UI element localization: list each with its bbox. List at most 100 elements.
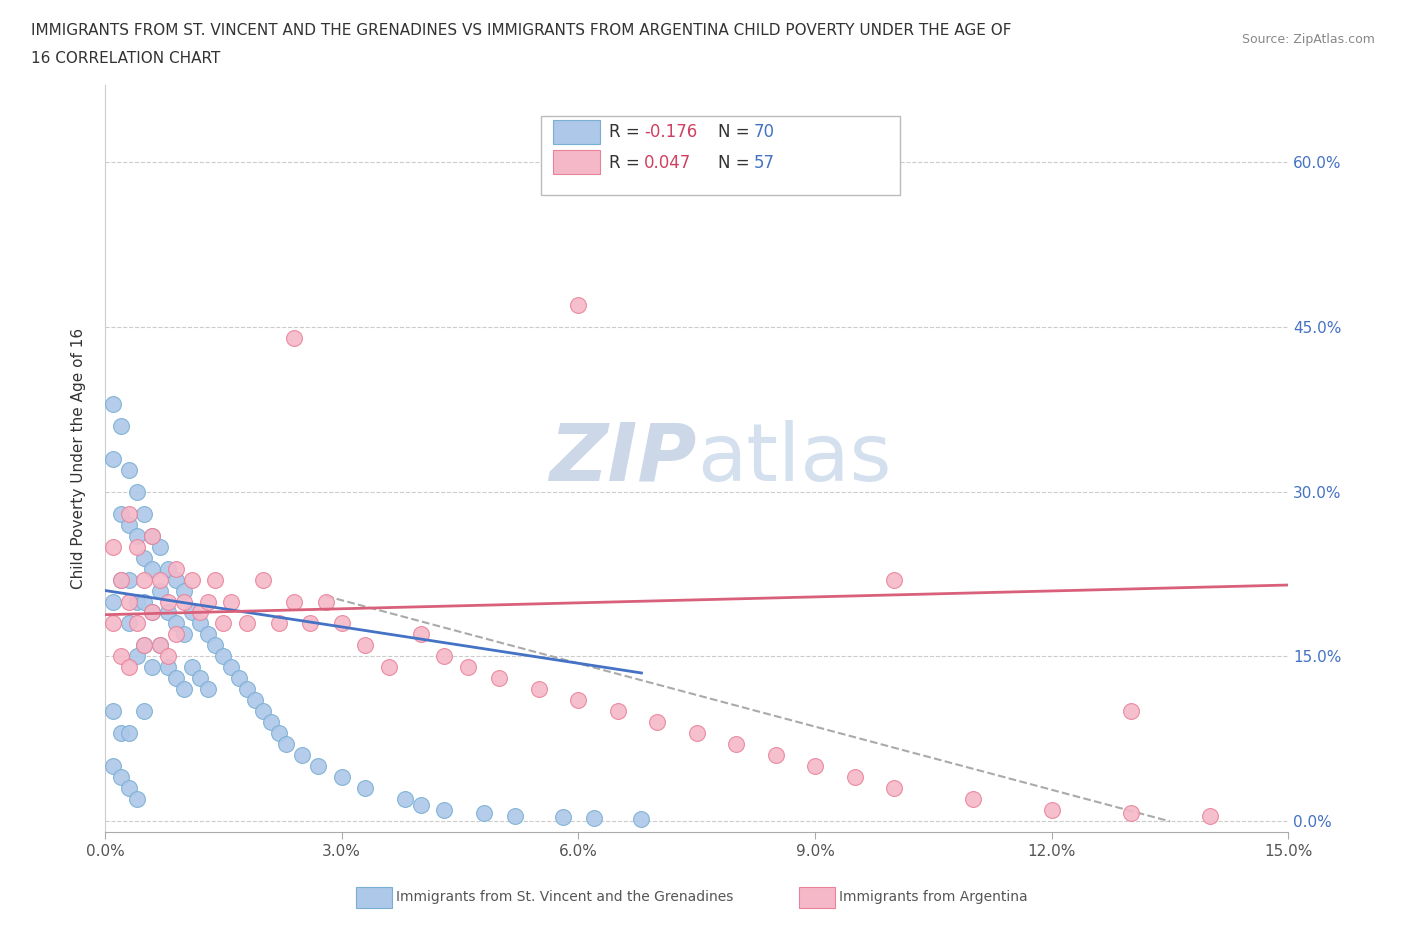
Point	[149, 638, 172, 653]
Point	[488, 671, 510, 686]
Point	[962, 792, 984, 807]
Text: Immigrants from St. Vincent and the Grenadines: Immigrants from St. Vincent and the Gren…	[396, 890, 734, 905]
Text: -0.176: -0.176	[644, 123, 697, 141]
Point	[110, 649, 132, 664]
Point	[260, 715, 283, 730]
Point	[165, 572, 187, 587]
Text: 0.047: 0.047	[644, 153, 692, 172]
Point	[118, 572, 141, 587]
Point	[645, 715, 668, 730]
Point	[276, 737, 298, 751]
Point	[157, 561, 180, 576]
Point	[165, 616, 187, 631]
Point	[110, 506, 132, 521]
Point	[125, 649, 148, 664]
Point	[765, 748, 787, 763]
Point	[134, 638, 156, 653]
Point	[118, 594, 141, 609]
Point	[212, 616, 235, 631]
Y-axis label: Child Poverty Under the Age of 16: Child Poverty Under the Age of 16	[72, 328, 86, 589]
Point	[101, 396, 124, 411]
Point	[1040, 803, 1063, 817]
Point	[243, 693, 266, 708]
Text: Immigrants from Argentina: Immigrants from Argentina	[839, 890, 1028, 905]
Text: 16 CORRELATION CHART: 16 CORRELATION CHART	[31, 51, 221, 66]
Point	[141, 605, 163, 620]
Text: N =: N =	[718, 123, 755, 141]
Point	[267, 616, 290, 631]
Text: IMMIGRANTS FROM ST. VINCENT AND THE GRENADINES VS IMMIGRANTS FROM ARGENTINA CHIL: IMMIGRANTS FROM ST. VINCENT AND THE GREN…	[31, 23, 1011, 38]
Point	[134, 572, 156, 587]
Point	[354, 781, 377, 796]
Point	[118, 781, 141, 796]
Point	[134, 638, 156, 653]
Point	[180, 572, 202, 587]
Point	[118, 517, 141, 532]
Point	[409, 627, 432, 642]
Point	[173, 627, 195, 642]
Point	[630, 812, 652, 827]
Point	[567, 298, 589, 312]
Point	[141, 605, 163, 620]
Point	[180, 605, 202, 620]
Text: R =: R =	[609, 153, 645, 172]
Text: Source: ZipAtlas.com: Source: ZipAtlas.com	[1241, 33, 1375, 46]
Text: atlas: atlas	[697, 419, 891, 498]
Point	[157, 660, 180, 675]
Point	[503, 808, 526, 823]
Point	[157, 649, 180, 664]
Point	[118, 616, 141, 631]
Point	[134, 506, 156, 521]
Point	[125, 539, 148, 554]
Point	[101, 759, 124, 774]
Point	[527, 682, 550, 697]
Point	[219, 660, 242, 675]
Point	[188, 605, 211, 620]
Point	[204, 638, 226, 653]
Point	[110, 572, 132, 587]
Point	[394, 792, 416, 807]
Point	[212, 649, 235, 664]
Point	[165, 561, 187, 576]
Text: ZIP: ZIP	[550, 419, 697, 498]
Point	[141, 528, 163, 543]
Point	[291, 748, 314, 763]
Point	[583, 811, 606, 826]
Point	[110, 418, 132, 433]
Point	[165, 627, 187, 642]
Point	[157, 594, 180, 609]
Point	[149, 583, 172, 598]
Point	[197, 627, 219, 642]
Point	[236, 616, 259, 631]
Point	[110, 726, 132, 741]
Point	[134, 704, 156, 719]
Text: 70: 70	[754, 123, 775, 141]
Point	[180, 660, 202, 675]
Point	[804, 759, 827, 774]
Point	[228, 671, 250, 686]
Point	[165, 671, 187, 686]
Point	[267, 726, 290, 741]
Point	[725, 737, 748, 751]
Point	[141, 561, 163, 576]
Point	[197, 682, 219, 697]
Point	[606, 704, 628, 719]
Point	[125, 485, 148, 499]
Point	[883, 572, 905, 587]
Point	[299, 616, 322, 631]
Point	[125, 792, 148, 807]
Point	[141, 528, 163, 543]
Point	[354, 638, 377, 653]
Point	[551, 809, 574, 824]
Point	[101, 594, 124, 609]
Point	[125, 594, 148, 609]
Point	[101, 704, 124, 719]
Point	[204, 572, 226, 587]
Point	[134, 594, 156, 609]
Point	[101, 616, 124, 631]
Point	[1198, 808, 1220, 823]
Point	[219, 594, 242, 609]
Point	[844, 770, 866, 785]
Point	[307, 759, 329, 774]
Point	[125, 528, 148, 543]
